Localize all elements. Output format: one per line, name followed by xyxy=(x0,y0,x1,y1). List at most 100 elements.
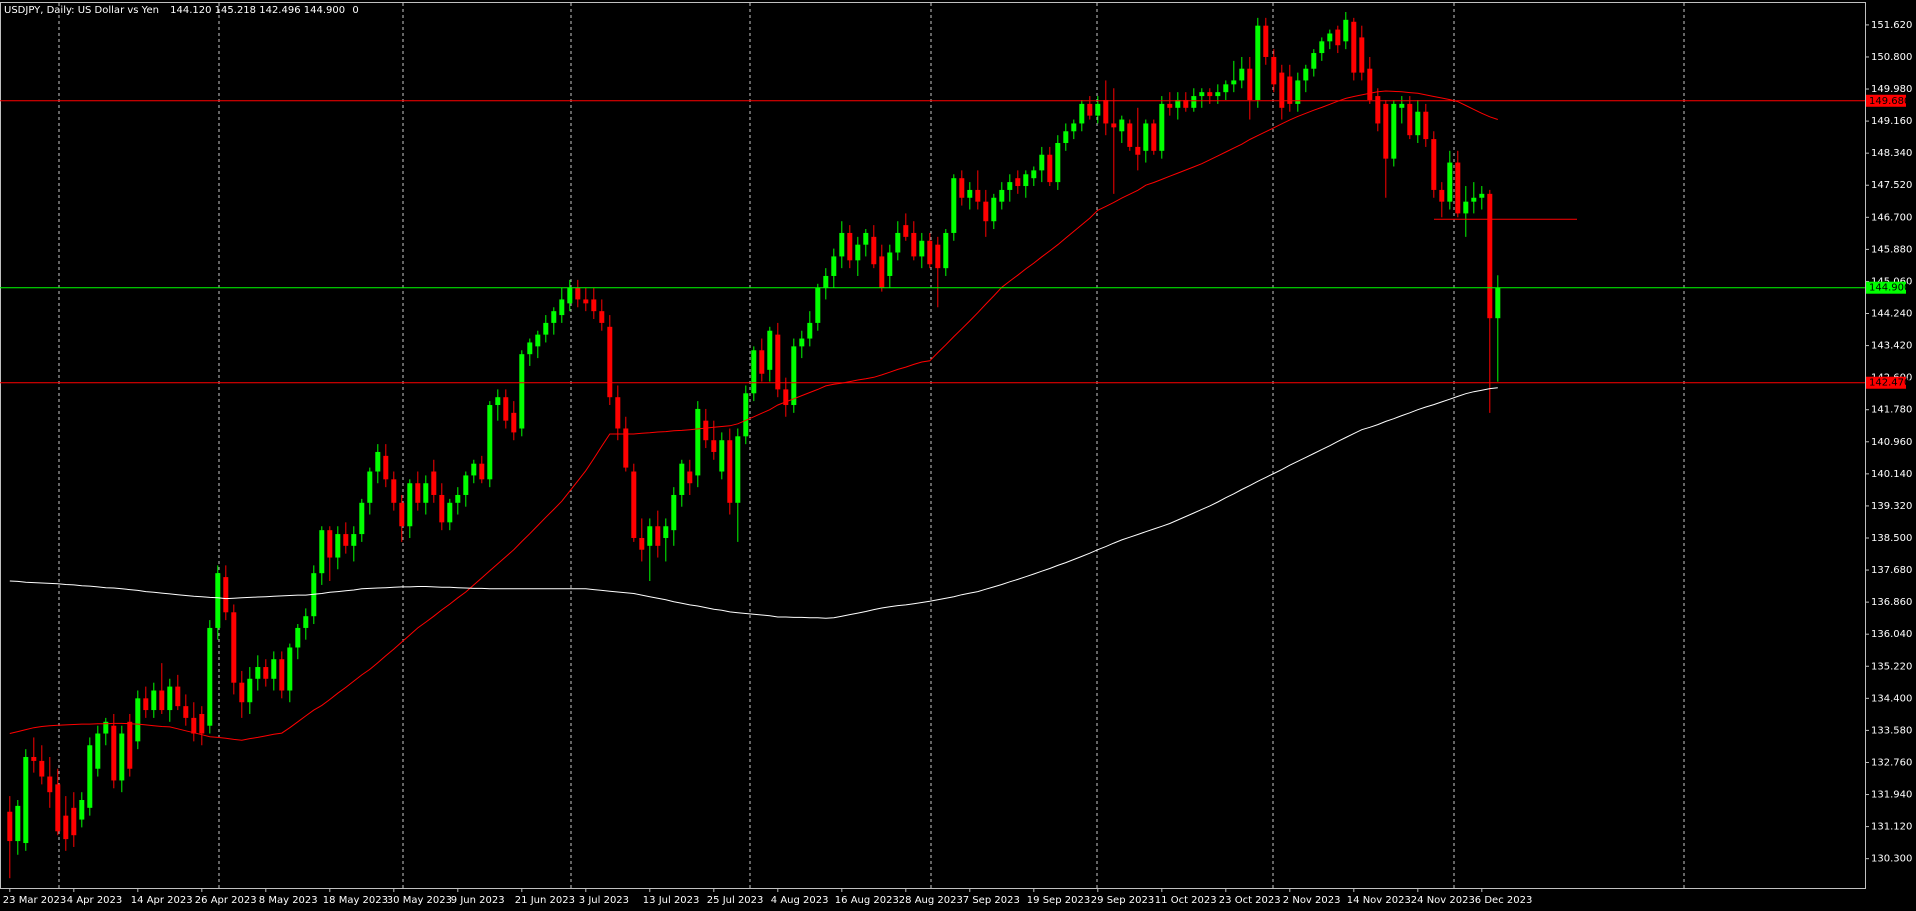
candle-body xyxy=(159,690,165,711)
candle-body xyxy=(1311,53,1317,69)
candle-body xyxy=(239,682,245,703)
candle-body xyxy=(1095,103,1101,116)
candle-body xyxy=(1455,162,1461,214)
candle-body xyxy=(455,494,461,503)
candle-body xyxy=(87,745,93,808)
candle-body xyxy=(655,526,661,546)
candle-body xyxy=(39,760,45,777)
candle-body xyxy=(1471,197,1477,202)
x-tick-label: 25 Jul 2023 xyxy=(707,895,764,906)
candle-body xyxy=(1191,96,1197,108)
candle-body xyxy=(463,475,469,495)
candle-body xyxy=(231,612,237,683)
candle-body xyxy=(95,733,101,769)
candle-body xyxy=(1007,182,1013,190)
candle-body xyxy=(1087,103,1093,116)
candle-body xyxy=(1263,25,1269,57)
candle-body xyxy=(359,502,365,535)
candle-body xyxy=(399,502,405,527)
candle-body xyxy=(1119,119,1125,132)
candle-body xyxy=(1375,96,1381,124)
candle-body xyxy=(591,299,597,312)
price-label-box xyxy=(1866,376,1906,389)
candle-body xyxy=(671,494,677,531)
candle-body xyxy=(1391,103,1397,159)
x-tick-label: 11 Oct 2023 xyxy=(1155,895,1217,906)
candle-body xyxy=(1231,80,1237,85)
candle-body xyxy=(855,244,861,261)
candle-body xyxy=(727,440,733,503)
candle-body xyxy=(679,463,685,495)
candle-body xyxy=(1439,189,1445,202)
candle-body xyxy=(223,577,229,613)
candle-body xyxy=(383,455,389,480)
candle-body xyxy=(1071,123,1077,132)
candle-body xyxy=(879,256,885,288)
candle-body xyxy=(1255,25,1261,100)
candle-body xyxy=(1063,131,1069,144)
candle-body xyxy=(103,721,109,734)
candle-body xyxy=(999,189,1005,202)
candle-body xyxy=(471,463,477,476)
candle-body xyxy=(439,494,445,523)
candle-body xyxy=(959,178,965,198)
candle-body xyxy=(1159,103,1165,151)
candle-body xyxy=(743,393,749,437)
candle-body xyxy=(543,322,549,335)
y-tick-label: 139.320 xyxy=(1871,501,1912,512)
candle-body xyxy=(1463,201,1469,214)
candle-body xyxy=(1023,174,1029,187)
y-tick-label: 151.620 xyxy=(1871,20,1912,31)
x-tick-label: 13 Jul 2023 xyxy=(643,895,700,906)
candle-body xyxy=(1103,99,1109,124)
x-tick-label: 24 Nov 2023 xyxy=(1411,895,1475,906)
price-label: 149.680 xyxy=(1869,96,1910,107)
candle-body xyxy=(895,232,901,253)
candle-body xyxy=(487,405,493,480)
candle-body xyxy=(1335,29,1341,46)
y-tick-label: 131.120 xyxy=(1871,822,1912,833)
candle-body xyxy=(559,299,565,316)
candle-body xyxy=(919,240,925,257)
candle-body xyxy=(71,807,77,836)
title-text: USDJPY, Daily: US Dollar vs Yen xyxy=(4,5,159,16)
volume-label: 0 xyxy=(352,5,358,16)
candle-body xyxy=(1111,123,1117,128)
candle-body xyxy=(847,232,853,261)
candle-body xyxy=(1447,162,1453,202)
candle-body xyxy=(319,530,325,574)
candle-body xyxy=(119,733,125,781)
x-tick-label: 21 Jun 2023 xyxy=(515,895,575,906)
price-label-box xyxy=(1866,281,1906,294)
candle-body xyxy=(935,244,941,269)
candle-body xyxy=(663,526,669,538)
candle-body xyxy=(1215,92,1221,97)
candle-body xyxy=(303,616,309,628)
moving-average xyxy=(9,387,1498,619)
candle-body xyxy=(567,287,573,304)
y-tick-label: 132.760 xyxy=(1871,757,1912,768)
candle-body xyxy=(887,252,893,276)
candle-body xyxy=(735,436,741,503)
candle-body xyxy=(1271,56,1277,85)
candle-body xyxy=(447,502,453,523)
x-tick-label: 18 May 2023 xyxy=(323,895,388,906)
y-tick-label: 136.860 xyxy=(1871,597,1912,608)
candle-body xyxy=(823,275,829,288)
candle-body xyxy=(151,690,157,711)
candle-body xyxy=(1383,103,1389,159)
x-tick-label: 30 May 2023 xyxy=(387,895,452,906)
y-tick-label: 140.960 xyxy=(1871,437,1912,448)
candle-body xyxy=(431,471,437,495)
candle-body xyxy=(215,573,221,628)
x-tick-label: 4 Aug 2023 xyxy=(771,895,829,906)
candle-body xyxy=(767,330,773,370)
candle-body xyxy=(1479,193,1485,198)
candle-body xyxy=(1199,92,1205,97)
candle-body xyxy=(423,483,429,503)
candle-body xyxy=(1367,68,1373,100)
candle-body xyxy=(983,201,989,222)
x-tick-label: 28 Aug 2023 xyxy=(899,895,963,906)
high-label: 145.218 xyxy=(215,5,256,16)
open-label: 144.120 xyxy=(170,5,211,16)
